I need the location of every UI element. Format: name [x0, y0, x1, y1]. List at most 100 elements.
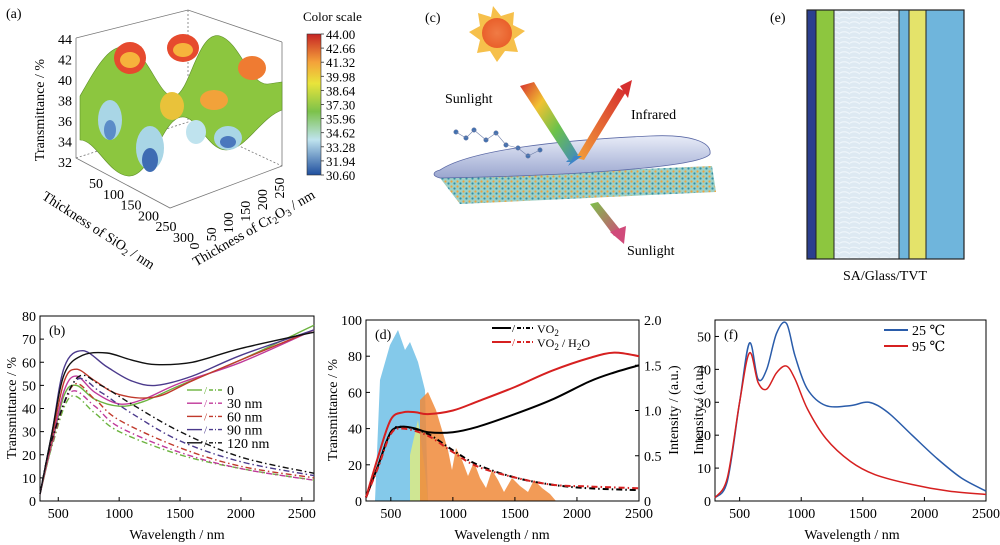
legend-label: 60 nm [227, 410, 263, 425]
tvt-layer [926, 10, 964, 259]
sa-layer [807, 10, 816, 259]
series-line-solid [39, 329, 315, 495]
x-tick-label: 2500 [288, 507, 316, 522]
x-tick-label: 1000 [439, 507, 467, 522]
x-tick-label: 1000 [787, 507, 815, 522]
y2-tick-label: 0.5 [644, 450, 662, 465]
z-tick-label: 44 [58, 33, 72, 48]
green-layer [816, 10, 834, 259]
y-tick-label: 30 [697, 396, 711, 411]
y-tick-label: 0 [29, 495, 36, 510]
panel-a-label: (a) [6, 7, 22, 22]
x-axis-title: Wavelength / nm [804, 528, 899, 543]
colorbar-tick-label: 39.98 [326, 69, 355, 84]
y2-tick-label: 0 [644, 495, 651, 510]
stack-frame [806, 9, 965, 260]
legend-slash: / [204, 398, 208, 410]
colorbar-tick-label: 30.60 [326, 168, 355, 183]
incoming-sunlight-beam [520, 82, 580, 162]
colorbar-title: Color scale [303, 9, 362, 24]
panel-d-label: (d) [375, 328, 392, 343]
infrared-label: Infrared [631, 108, 676, 123]
series-line-dashdot [39, 374, 315, 495]
legend-slash: / [204, 411, 208, 423]
series-lines [365, 351, 640, 498]
cr2o3-tick-label: 250 [273, 178, 288, 199]
y-tick-label: 60 [22, 356, 36, 371]
series-line-dashdot [365, 425, 640, 498]
y-tick-label: 60 [348, 386, 362, 401]
sio2-tick-label: 250 [156, 220, 177, 235]
y-axis-title: Transmittance / % [5, 357, 20, 459]
x-tick-label: 1500 [166, 507, 194, 522]
legend-label: 120 nm [227, 437, 270, 452]
x-tick-label: 500 [48, 507, 69, 522]
panel-f-chart: (f) 500 1000 1500 2000 2500 0 10 20 30 40 50 25 ℃9… [692, 319, 1000, 543]
x-axis-title: Wavelength / nm [129, 528, 224, 543]
panel-e-label: (e) [770, 11, 786, 26]
x-tick-label: 2500 [625, 507, 653, 522]
colorbar-tick-label: 42.66 [326, 41, 356, 56]
y-tick-label: 10 [697, 462, 711, 477]
y-tick-label: 50 [22, 379, 36, 394]
x-tick-label: 2000 [910, 507, 938, 522]
y-tick-label: 70 [22, 333, 36, 348]
x-tick-label: 2000 [563, 507, 591, 522]
legend-label: 25 ℃ [912, 324, 945, 339]
yellow-layer [909, 10, 926, 259]
series-line-solid [39, 329, 315, 495]
molecule-icon [453, 127, 543, 159]
sio2-tick-label: 200 [138, 209, 159, 224]
cr2o3-tick-label: 150 [239, 201, 254, 222]
panel-e-stack-diagram: (e) SA/Glass/TVT [770, 9, 965, 284]
legend-label: VO2 / H2O [537, 336, 590, 352]
legend: / VO2 / VO2 / H2O [492, 322, 590, 352]
z-tick-label: 32 [58, 156, 72, 171]
panel-b-label: (b) [49, 324, 66, 339]
y2-tick-label: 1.0 [644, 405, 662, 420]
x-tick-label: 500 [729, 507, 750, 522]
glass-coating-slab [433, 135, 716, 204]
sio2-tick-label: 300 [173, 231, 194, 246]
z-tick-label: 36 [58, 115, 72, 130]
cr2o3-tick-label: 50 [205, 227, 220, 241]
y-tick-label: 20 [348, 459, 362, 474]
legend-slash: / [512, 337, 516, 349]
legend-slash: / [204, 425, 208, 437]
colorbar-tick-label: 37.30 [326, 98, 355, 113]
axis-ticks: 500 1000 1500 2000 250002040608010000.51.01.… [341, 314, 662, 522]
infrared-arrow-head-icon [620, 80, 632, 98]
x-axis-title: Wavelength / nm [454, 528, 549, 543]
panel-c-label: (c) [425, 11, 441, 26]
y2-tick-label: 1.5 [644, 359, 662, 374]
legend: / 0 / 30 nm / 60 nm / 90 nm / 120 nm [187, 384, 270, 452]
colorbar-tick-label: 38.64 [326, 83, 356, 98]
z-tick-label: 38 [58, 95, 72, 110]
series-line-solid [365, 351, 640, 498]
legend: 25 ℃95 ℃ [884, 324, 945, 355]
series-line-dashdot [39, 395, 315, 495]
cr2o3-tick-label: 0 [188, 243, 203, 250]
y-tick-label: 100 [341, 314, 362, 329]
sun-icon [469, 6, 525, 62]
legend-label: 90 nm [227, 424, 263, 439]
legend-slash: / [512, 323, 516, 335]
transmittance-surface [79, 34, 283, 177]
colorbar-tick-label: 31.94 [326, 154, 356, 169]
cr2o3-tick-label: 200 [256, 189, 271, 210]
series-line-dashdot [365, 427, 640, 498]
transmitted-arrow-head-icon [610, 226, 626, 244]
legend-slash: / [204, 385, 208, 397]
y-tick-label: 20 [22, 449, 36, 464]
sio2-tick-label: 150 [121, 199, 142, 214]
y-axis-title: Intensity / (a.u.) [692, 365, 707, 455]
sunlight-out-label: Sunlight [627, 244, 675, 259]
transmitted-sunlight-beam [590, 202, 622, 236]
y-tick-label: 40 [697, 363, 711, 378]
sunlight-arrow-head-icon [568, 156, 582, 166]
y-tick-label: 0 [704, 495, 711, 510]
